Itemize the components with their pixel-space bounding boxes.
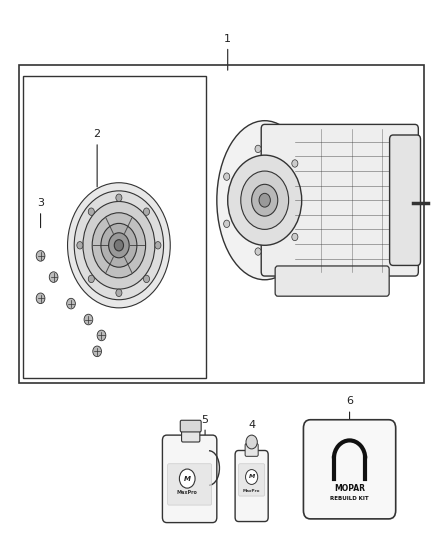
FancyBboxPatch shape	[162, 435, 217, 522]
Text: MOPAR: MOPAR	[334, 484, 365, 493]
Bar	[19, 65, 424, 383]
FancyBboxPatch shape	[275, 266, 389, 296]
Text: 3: 3	[37, 198, 44, 228]
Circle shape	[77, 241, 83, 249]
Circle shape	[292, 233, 298, 241]
Circle shape	[101, 223, 137, 267]
FancyBboxPatch shape	[304, 419, 396, 519]
FancyBboxPatch shape	[235, 450, 268, 521]
Circle shape	[224, 173, 230, 180]
Circle shape	[49, 272, 58, 282]
Text: M: M	[184, 475, 191, 482]
FancyBboxPatch shape	[245, 443, 258, 456]
Circle shape	[74, 191, 163, 300]
FancyBboxPatch shape	[168, 464, 212, 505]
Circle shape	[246, 470, 258, 484]
Circle shape	[259, 193, 270, 207]
FancyBboxPatch shape	[261, 124, 418, 276]
Circle shape	[180, 469, 195, 488]
FancyBboxPatch shape	[390, 135, 420, 265]
Text: 5: 5	[201, 415, 208, 440]
Circle shape	[97, 330, 106, 341]
Circle shape	[224, 220, 230, 228]
Circle shape	[246, 435, 257, 449]
Ellipse shape	[217, 120, 313, 280]
Text: 4: 4	[248, 420, 256, 445]
Text: REBUILD KIT: REBUILD KIT	[330, 496, 369, 500]
Circle shape	[292, 160, 298, 167]
Circle shape	[36, 251, 45, 261]
Circle shape	[144, 275, 149, 282]
Circle shape	[88, 208, 94, 215]
Text: 6: 6	[346, 397, 353, 422]
Circle shape	[93, 346, 102, 357]
Text: MaxPro: MaxPro	[243, 489, 260, 493]
Circle shape	[252, 184, 278, 216]
Bar	[23, 76, 206, 378]
FancyBboxPatch shape	[239, 464, 265, 496]
Text: 1: 1	[224, 34, 231, 70]
Circle shape	[116, 194, 122, 201]
Text: M: M	[248, 474, 255, 480]
Circle shape	[88, 275, 94, 282]
Circle shape	[241, 171, 289, 229]
Circle shape	[255, 248, 261, 255]
Circle shape	[67, 183, 170, 308]
Circle shape	[114, 240, 124, 251]
Circle shape	[144, 208, 149, 215]
Circle shape	[67, 298, 75, 309]
Text: MaxPro: MaxPro	[177, 490, 198, 495]
FancyBboxPatch shape	[182, 427, 200, 442]
Circle shape	[255, 145, 261, 152]
Circle shape	[155, 241, 161, 249]
Text: 2: 2	[94, 129, 101, 187]
Circle shape	[92, 213, 145, 278]
Circle shape	[228, 155, 302, 245]
Circle shape	[84, 314, 93, 325]
FancyBboxPatch shape	[180, 420, 201, 432]
Circle shape	[36, 293, 45, 304]
Circle shape	[116, 289, 122, 296]
Circle shape	[109, 233, 129, 258]
Circle shape	[83, 201, 155, 289]
